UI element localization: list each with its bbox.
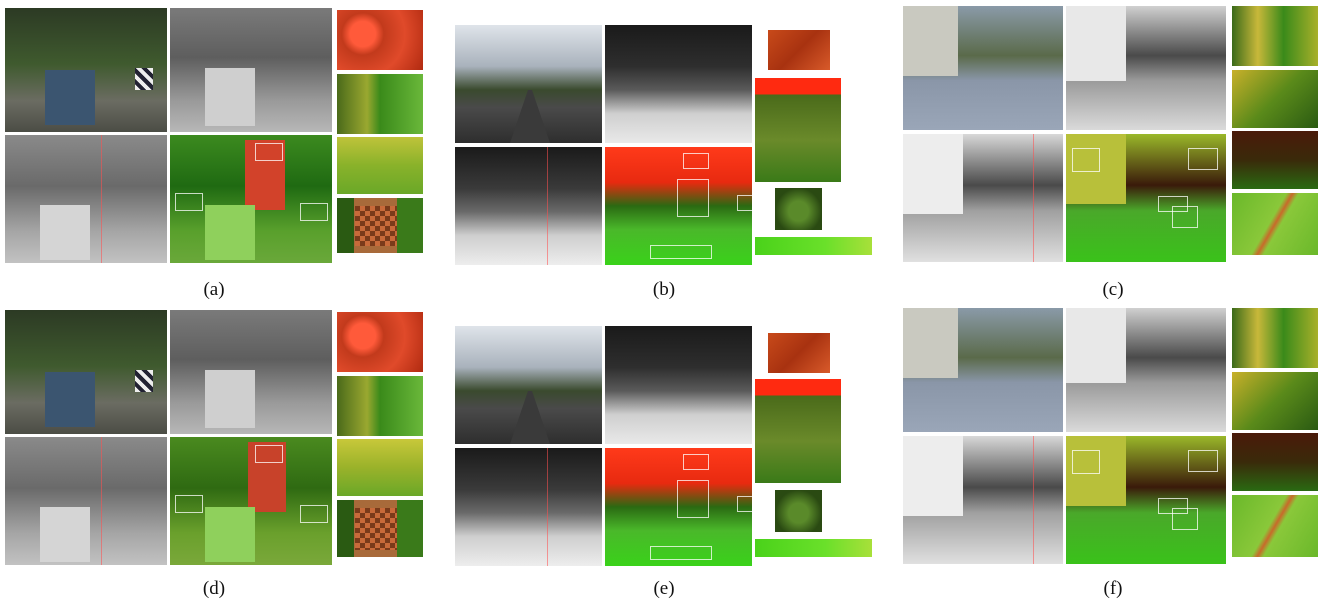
panel-b-zoom-3 xyxy=(775,188,822,230)
panel-a-zoom-1 xyxy=(337,10,423,70)
panel-a-overlay-image xyxy=(170,135,332,263)
panel-c-caption: (c) xyxy=(1102,279,1124,300)
panel-c-visible-image xyxy=(903,6,1063,130)
panel-a-zoom-3 xyxy=(337,137,423,194)
panel-f-zoom-3 xyxy=(1232,433,1318,491)
panel-e-warped-image xyxy=(455,448,602,566)
panel-a-warped-image xyxy=(5,135,167,263)
panel-d-zoom-2 xyxy=(337,376,423,436)
panel-b-overlay-image xyxy=(605,147,752,265)
panel-e-zoom-3 xyxy=(775,490,822,532)
panel-c-warped-image xyxy=(903,134,1063,262)
panel-f-warped-image xyxy=(903,436,1063,564)
panel-c-zoom-1 xyxy=(1232,6,1318,66)
panel-c-zoom-3 xyxy=(1232,131,1318,189)
panel-d-zoom-3 xyxy=(337,439,423,496)
panel-b-zoom-1 xyxy=(768,30,830,70)
panel-e-zoom-2 xyxy=(755,379,841,483)
panel-c-zoom-2 xyxy=(1232,70,1318,128)
panel-a-zoom-2 xyxy=(337,74,423,134)
panel-e-visible-image xyxy=(455,326,602,444)
panel-b-visible-image xyxy=(455,25,602,143)
panel-f-visible-image xyxy=(903,308,1063,432)
panel-a-zoom-4 xyxy=(337,198,423,253)
panel-e-zoom-1 xyxy=(768,333,830,373)
panel-d-caption: (d) xyxy=(202,578,226,599)
panel-a-caption: (a) xyxy=(203,279,225,300)
panel-d-zoom-1 xyxy=(337,312,423,372)
panel-d-overlay-image xyxy=(170,437,332,565)
panel-e-zoom-4 xyxy=(755,539,872,557)
panel-d-visible-image xyxy=(5,310,167,434)
panel-d-infrared-image xyxy=(170,310,332,434)
panel-a-visible-image xyxy=(5,8,167,132)
panel-b-caption: (b) xyxy=(652,279,676,300)
panel-d-zoom-4 xyxy=(337,500,423,557)
panel-c-zoom-4 xyxy=(1232,193,1318,255)
panel-f-caption: (f) xyxy=(1103,578,1123,599)
panel-b-zoom-4 xyxy=(755,237,872,255)
panel-b-warped-image xyxy=(455,147,602,265)
panel-b-zoom-2 xyxy=(755,78,841,182)
panel-f-zoom-1 xyxy=(1232,308,1318,368)
panel-f-overlay-image xyxy=(1066,436,1226,564)
panel-e-infrared-image xyxy=(605,326,752,444)
panel-c-overlay-image xyxy=(1066,134,1226,262)
panel-f-infrared-image xyxy=(1066,308,1226,432)
panel-b-infrared-image xyxy=(605,25,752,143)
panel-a-infrared-image xyxy=(170,8,332,132)
panel-f-zoom-2 xyxy=(1232,372,1318,430)
panel-d-warped-image xyxy=(5,437,167,565)
panel-e-overlay-image xyxy=(605,448,752,566)
panel-e-caption: (e) xyxy=(653,578,675,599)
panel-f-zoom-4 xyxy=(1232,495,1318,557)
panel-c-infrared-image xyxy=(1066,6,1226,130)
